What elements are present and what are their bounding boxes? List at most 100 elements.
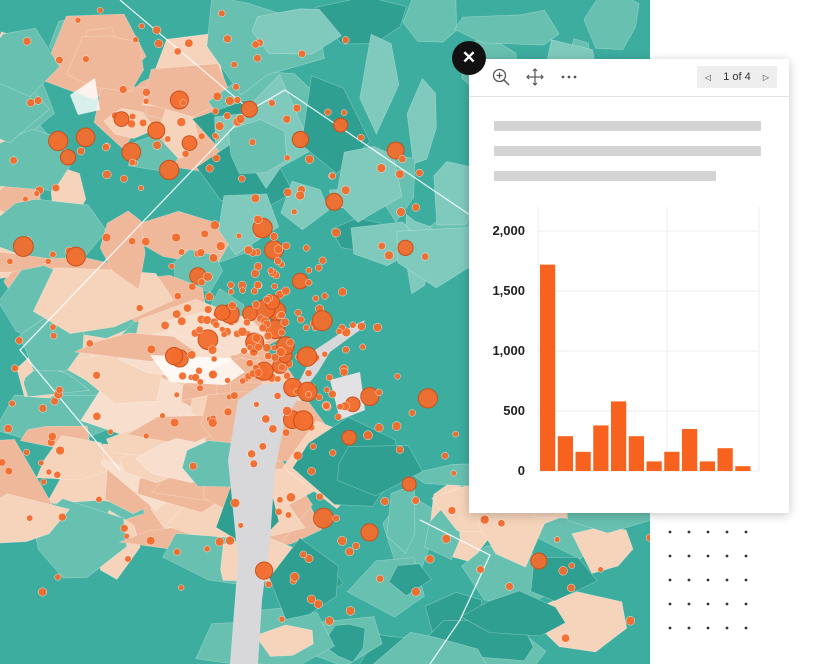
incident-marker[interactable] — [121, 142, 142, 162]
incident-marker[interactable] — [233, 96, 242, 104]
bar-9[interactable] — [682, 429, 698, 471]
incident-marker[interactable] — [196, 378, 204, 386]
incident-marker[interactable] — [48, 130, 69, 152]
incident-marker[interactable] — [59, 149, 77, 166]
incident-marker[interactable] — [252, 333, 262, 343]
incident-marker[interactable] — [341, 185, 351, 195]
incident-marker[interactable] — [441, 534, 451, 544]
incident-marker[interactable] — [447, 506, 457, 515]
incident-marker[interactable] — [6, 257, 14, 265]
incident-marker[interactable] — [376, 574, 384, 583]
incident-marker[interactable] — [238, 174, 246, 183]
incident-marker[interactable] — [253, 280, 262, 290]
incident-marker[interactable] — [264, 352, 273, 360]
incident-marker[interactable] — [269, 232, 279, 241]
bar-5[interactable] — [611, 401, 627, 471]
incident-marker[interactable] — [96, 7, 104, 14]
incident-marker[interactable] — [294, 309, 302, 317]
incident-marker[interactable] — [245, 359, 254, 368]
incident-marker[interactable] — [339, 367, 349, 377]
incident-marker[interactable] — [302, 324, 310, 332]
incident-marker[interactable] — [312, 294, 320, 302]
incident-marker[interactable] — [345, 606, 356, 616]
incident-marker[interactable] — [286, 492, 296, 503]
incident-marker[interactable] — [143, 432, 150, 440]
incident-marker[interactable] — [553, 536, 561, 543]
incident-marker[interactable] — [395, 445, 404, 454]
incident-marker[interactable] — [26, 98, 35, 107]
incident-marker[interactable] — [417, 388, 438, 409]
incident-marker[interactable] — [341, 429, 358, 446]
incident-marker[interactable] — [321, 292, 329, 300]
incident-marker[interactable] — [34, 96, 43, 105]
incident-marker[interactable] — [247, 449, 256, 459]
incident-marker[interactable] — [360, 523, 379, 542]
incident-marker[interactable] — [401, 476, 417, 492]
incident-marker[interactable] — [13, 236, 34, 257]
incident-marker[interactable] — [212, 321, 221, 329]
incident-marker[interactable] — [120, 524, 129, 533]
incident-marker[interactable] — [497, 519, 506, 528]
incident-marker[interactable] — [398, 155, 407, 164]
incident-marker[interactable] — [176, 117, 187, 127]
incident-marker[interactable] — [338, 287, 347, 297]
incident-marker[interactable] — [147, 121, 166, 140]
incident-marker[interactable] — [40, 478, 47, 486]
incident-marker[interactable] — [123, 533, 130, 540]
incident-marker[interactable] — [333, 117, 349, 133]
incident-marker[interactable] — [278, 615, 286, 623]
incident-marker[interactable] — [289, 572, 300, 582]
incident-marker[interactable] — [95, 495, 103, 503]
incident-marker[interactable] — [425, 554, 435, 564]
incident-marker[interactable] — [274, 375, 282, 383]
incident-marker[interactable] — [208, 370, 218, 380]
incident-marker[interactable] — [258, 442, 267, 451]
incident-marker[interactable] — [597, 566, 604, 573]
incident-marker[interactable] — [408, 409, 416, 417]
incident-marker[interactable] — [480, 514, 490, 525]
incident-marker[interactable] — [92, 371, 101, 380]
incident-marker[interactable] — [132, 36, 139, 43]
incident-marker[interactable] — [283, 187, 293, 197]
incident-marker[interactable] — [415, 168, 424, 177]
incident-marker[interactable] — [249, 459, 258, 468]
incident-marker[interactable] — [45, 258, 52, 265]
incident-marker[interactable] — [363, 430, 373, 441]
incident-marker[interactable] — [135, 304, 144, 312]
incident-marker[interactable] — [207, 345, 217, 355]
incident-marker[interactable] — [253, 54, 262, 63]
incident-marker[interactable] — [254, 368, 263, 377]
incident-marker[interactable] — [271, 283, 278, 290]
incident-marker[interactable] — [261, 414, 271, 424]
incident-marker[interactable] — [197, 278, 206, 287]
incident-marker[interactable] — [625, 616, 636, 626]
incident-marker[interactable] — [397, 239, 414, 256]
incident-marker[interactable] — [248, 138, 257, 146]
incident-marker[interactable] — [171, 232, 181, 243]
bar-12[interactable] — [735, 466, 751, 471]
incident-marker[interactable] — [212, 132, 219, 139]
incident-marker[interactable] — [146, 344, 156, 354]
incident-marker[interactable] — [113, 111, 130, 127]
incident-marker[interactable] — [645, 533, 650, 542]
incident-marker[interactable] — [263, 295, 271, 304]
incident-marker[interactable] — [328, 390, 337, 399]
incident-marker[interactable] — [223, 112, 232, 120]
incident-marker[interactable] — [318, 256, 327, 265]
incident-marker[interactable] — [357, 322, 366, 331]
incident-marker[interactable] — [188, 282, 197, 291]
more-icon[interactable] — [559, 67, 579, 87]
incident-marker[interactable] — [66, 246, 86, 267]
incident-marker[interactable] — [212, 91, 222, 101]
incident-marker[interactable] — [76, 147, 86, 156]
incident-marker[interactable] — [181, 149, 190, 158]
incident-marker[interactable] — [212, 107, 220, 115]
incident-marker[interactable] — [386, 141, 405, 160]
incident-marker[interactable] — [235, 232, 243, 240]
incident-marker[interactable] — [305, 391, 312, 398]
bar-4[interactable] — [593, 425, 609, 471]
incident-marker[interactable] — [305, 154, 315, 164]
incident-marker[interactable] — [273, 244, 284, 254]
incident-marker[interactable] — [183, 303, 192, 313]
incident-marker[interactable] — [50, 397, 59, 406]
